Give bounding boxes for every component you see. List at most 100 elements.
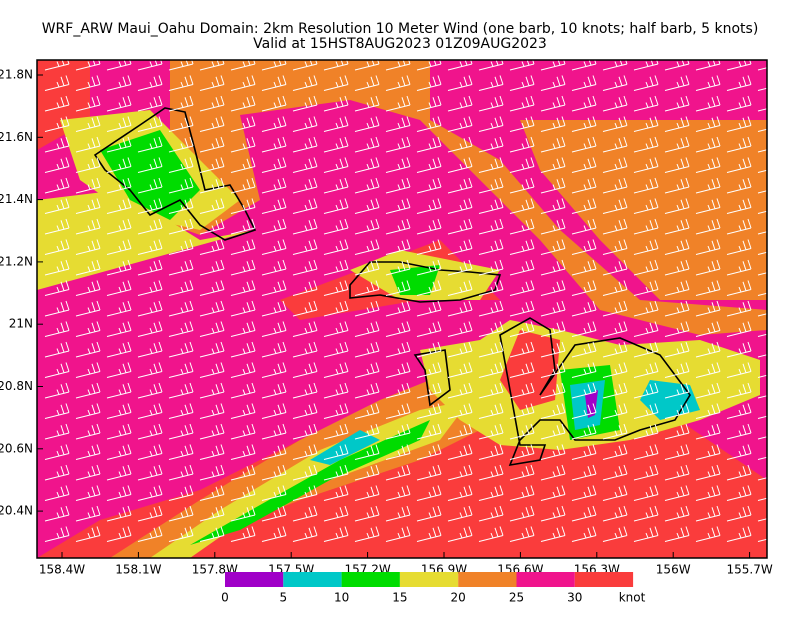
wind-barb <box>664 423 690 440</box>
wind-barb <box>447 218 473 235</box>
wind-barb <box>540 341 566 358</box>
wind-barb <box>416 60 442 71</box>
wind-barb <box>695 321 721 337</box>
wind-barb <box>137 116 163 132</box>
wind-barb <box>199 218 225 235</box>
wind-barb <box>137 444 163 460</box>
wind-barb <box>230 341 256 358</box>
wind-barb <box>509 116 535 132</box>
wind-barb <box>695 239 721 255</box>
wind-barb <box>664 177 690 194</box>
wind-barb <box>447 75 473 91</box>
wind-barb <box>385 341 411 358</box>
wind-barb <box>137 60 163 71</box>
frame <box>36 59 768 559</box>
wind-barb <box>199 177 225 194</box>
wind-barb <box>137 259 163 276</box>
wind-barb <box>385 464 411 481</box>
wind-barb <box>540 485 566 501</box>
wind-barb <box>726 444 752 460</box>
wind-barb <box>292 444 318 460</box>
wind-barb <box>540 157 566 173</box>
wind-barb <box>540 321 566 337</box>
wind-barb <box>137 280 163 296</box>
wind-barb <box>540 423 566 440</box>
wind-barb <box>137 300 163 317</box>
wind-barb <box>323 362 349 378</box>
wind-barb <box>106 300 132 317</box>
wind-barb <box>323 136 349 153</box>
wind-barb <box>75 464 101 481</box>
wind-barb <box>137 423 163 440</box>
lat-label: 20.6N <box>0 441 33 455</box>
wind-barb <box>44 362 70 378</box>
wind-barb <box>602 505 628 522</box>
wind-barb <box>137 75 163 91</box>
wind-barb <box>385 382 411 399</box>
wind-barb <box>44 218 70 235</box>
wind-barb <box>726 321 752 337</box>
wind-barb <box>75 362 101 378</box>
wind-barb <box>633 259 659 276</box>
wind-barb <box>478 259 504 276</box>
wind-barb <box>633 136 659 153</box>
wind-barb <box>106 239 132 255</box>
colorbar-label: 25 <box>509 591 524 605</box>
wind-barb <box>230 382 256 399</box>
wind-barb <box>509 136 535 153</box>
wind-barb <box>695 362 721 378</box>
wind-barb <box>385 75 411 91</box>
wind-barb <box>509 444 535 460</box>
lat-label: 21N <box>9 317 33 331</box>
wind-barb <box>571 198 597 214</box>
wind-barb <box>323 95 349 112</box>
wind-barb <box>75 116 101 132</box>
wind-barb <box>168 259 194 276</box>
wind-barb <box>478 177 504 194</box>
wind-barb <box>447 300 473 317</box>
wind-barb <box>571 177 597 194</box>
wind-barb <box>75 485 101 501</box>
wind-barb <box>137 403 163 419</box>
wind-barb <box>323 157 349 173</box>
wind-barb <box>602 362 628 378</box>
wind-barb <box>168 341 194 358</box>
wind-barb <box>354 341 380 358</box>
wind-barb <box>726 382 752 399</box>
wind-barb <box>571 95 597 112</box>
wind-barb <box>199 157 225 173</box>
wind-barb <box>292 341 318 358</box>
wind-barb <box>44 198 70 214</box>
wind-barb <box>261 198 287 214</box>
wind-barb <box>354 526 380 542</box>
wind-barb <box>540 526 566 542</box>
wind-barb <box>44 136 70 153</box>
wind-barb <box>168 280 194 296</box>
wind-barb <box>571 341 597 358</box>
wind-barb <box>323 321 349 337</box>
wind-barb <box>323 403 349 419</box>
wind-barb <box>106 280 132 296</box>
wind-barb <box>385 485 411 501</box>
wind-barb <box>726 403 752 419</box>
wind-barb <box>664 403 690 419</box>
wind-barb <box>261 300 287 317</box>
wind-barb <box>726 157 752 173</box>
wind-barb <box>509 198 535 214</box>
wind-barb <box>416 485 442 501</box>
wind-barb <box>137 485 163 501</box>
wind-barb <box>261 259 287 276</box>
wind-barb <box>44 341 70 358</box>
wind-barb <box>106 444 132 460</box>
wind-barb <box>323 382 349 399</box>
wind-barb <box>106 198 132 214</box>
wind-barb <box>261 157 287 173</box>
wind-barb <box>106 423 132 440</box>
wind-barb <box>509 300 535 317</box>
wind-barb <box>726 464 752 481</box>
wind-barb <box>199 300 225 317</box>
wind-barb <box>168 218 194 235</box>
lat-label: 21.2N <box>0 254 33 268</box>
wind-barb <box>261 444 287 460</box>
